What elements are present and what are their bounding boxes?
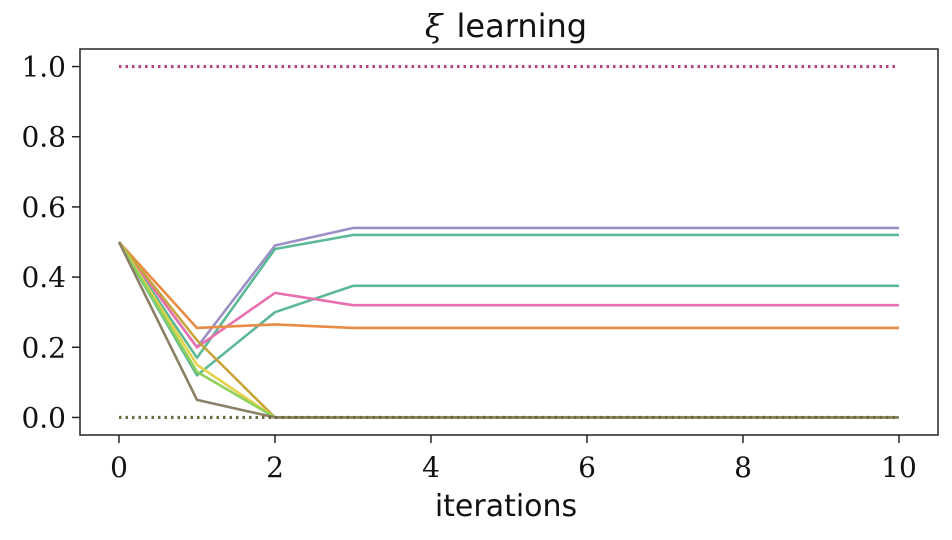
x-tick-label: 2 <box>266 451 284 484</box>
y-tick-label: 0.4 <box>21 261 66 294</box>
x-tick-label: 0 <box>110 451 128 484</box>
y-tick-label: 0.6 <box>21 191 66 224</box>
series-line-2 <box>117 233 899 360</box>
series-line-4 <box>117 241 899 349</box>
chart-title-text: learning <box>457 7 588 45</box>
plot-frame <box>79 48 939 436</box>
series-line-1 <box>117 226 899 349</box>
y-tick-label: 1.0 <box>21 51 66 84</box>
x-tick-label: 4 <box>422 451 440 484</box>
series-line-7 <box>117 241 899 419</box>
y-tick-label: 0.0 <box>21 401 66 434</box>
chart-title-symbol: ξ <box>425 7 444 45</box>
series-layer <box>117 64 899 420</box>
series-line-3 <box>117 241 899 377</box>
y-ticks: 0.0 0.2 0.4 0.6 0.8 1.0 <box>21 51 80 434</box>
x-tick-label: 8 <box>734 451 752 484</box>
x-tick-label: 10 <box>881 451 917 484</box>
x-ticks: 0 2 4 6 8 10 <box>110 435 917 484</box>
series-line-5 <box>118 241 899 330</box>
y-tick-label: 0.8 <box>21 121 66 154</box>
x-axis-label: iterations <box>435 489 577 524</box>
y-tick-label: 0.2 <box>21 331 66 364</box>
chart-title: ξ learning <box>425 7 587 45</box>
x-tick-label: 6 <box>578 451 596 484</box>
